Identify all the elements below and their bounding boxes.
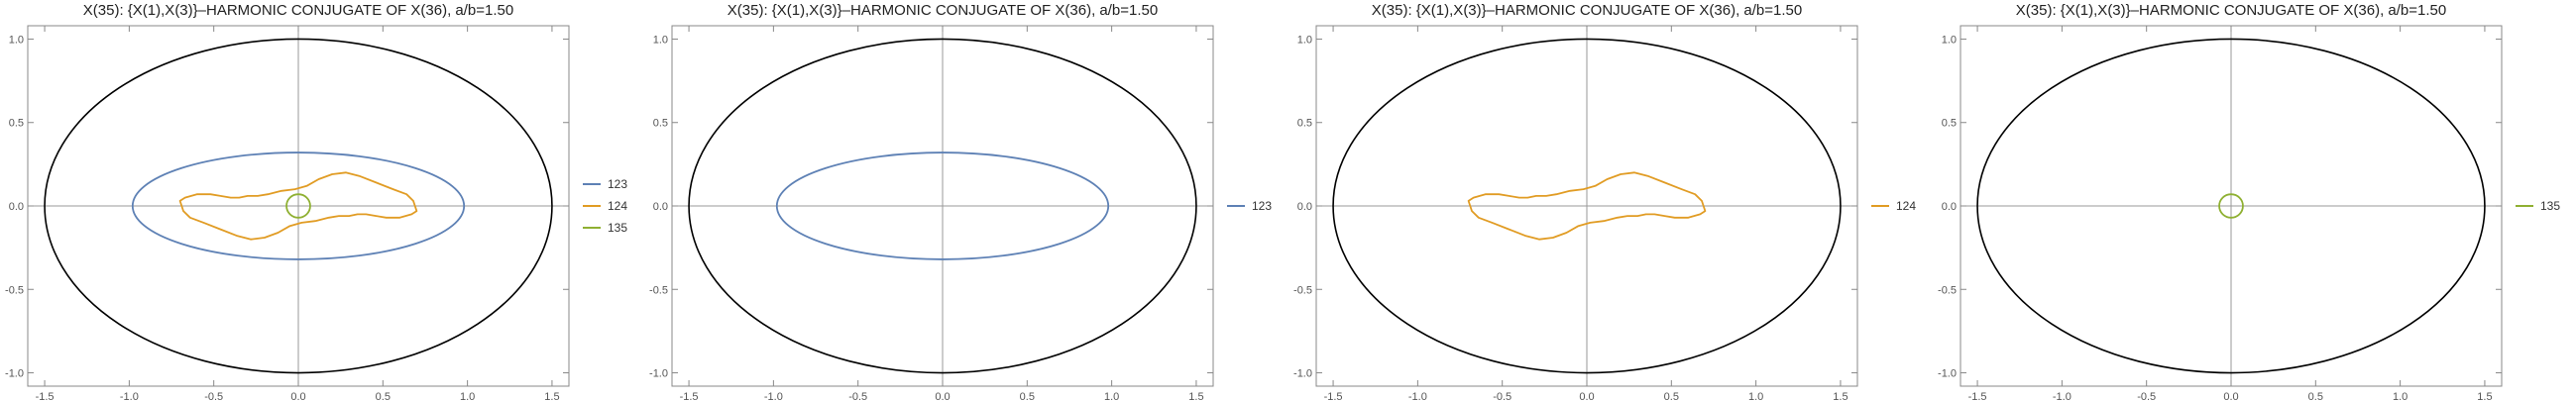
series-123-curve [131, 151, 466, 260]
reference-ellipse [1332, 38, 1842, 374]
legend: 135 [2516, 199, 2560, 213]
x-tick-label: 0.5 [376, 391, 391, 402]
y-tick-label: -0.5 [1938, 284, 1957, 296]
y-tick-label: 1.0 [653, 34, 668, 46]
x-tick-label: 0.0 [1579, 391, 1594, 402]
x-tick-label: -1.0 [1408, 391, 1427, 402]
chart-title: X(35): {X(1),X(3)}–HARMONIC CONJUGATE OF… [728, 2, 1158, 19]
chart-panel-3: X(35): {X(1),X(3)}–HARMONIC CONJUGATE OF… [1293, 2, 1916, 402]
x-tick-label: -0.5 [1493, 391, 1512, 402]
x-tick-label: -1.0 [120, 391, 139, 402]
x-tick-label: -0.5 [204, 391, 223, 402]
chart-panel-2: X(35): {X(1),X(3)}–HARMONIC CONJUGATE OF… [649, 2, 1272, 402]
y-tick-label: 0.0 [9, 201, 24, 213]
series-135-curve [2218, 193, 2244, 219]
chart-panel-1: X(35): {X(1),X(3)}–HARMONIC CONJUGATE OF… [5, 2, 627, 402]
x-tick-label: 1.0 [2393, 391, 2408, 402]
y-tick-label: 1.0 [1297, 34, 1312, 46]
legend: 123 124 135 [583, 177, 627, 235]
x-tick-label: 1.0 [1104, 391, 1119, 402]
reference-ellipse [44, 38, 553, 374]
x-tick-label: -1.5 [680, 391, 699, 402]
x-tick-label: -0.5 [848, 391, 867, 402]
y-tick-label: 0.5 [1297, 118, 1312, 130]
series-124-curve [178, 171, 418, 241]
chart-title: X(35): {X(1),X(3)}–HARMONIC CONJUGATE OF… [1372, 2, 1802, 19]
legend: 123 [1227, 199, 1272, 213]
y-tick-label: 0.5 [653, 118, 668, 130]
y-tick-label: -1.0 [649, 368, 668, 380]
chart-panel-4: X(35): {X(1),X(3)}–HARMONIC CONJUGATE OF… [1938, 2, 2560, 402]
x-tick-label: 1.5 [2477, 391, 2492, 402]
y-tick-label: -1.0 [1938, 368, 1957, 380]
legend-label-135: 135 [2540, 199, 2560, 213]
legend-label-124: 124 [608, 199, 627, 213]
x-tick-label: 0.5 [2308, 391, 2323, 402]
x-tick-label: 0.0 [935, 391, 950, 402]
legend: 124 [1871, 199, 1916, 213]
x-tick-label: -1.5 [1968, 391, 1987, 402]
x-tick-label: 1.5 [544, 391, 559, 402]
x-tick-label: 0.5 [1664, 391, 1679, 402]
y-tick-label: 0.0 [1297, 201, 1312, 213]
x-tick-label: 1.5 [1188, 391, 1203, 402]
y-tick-label: -0.5 [5, 284, 24, 296]
x-tick-label: -1.0 [764, 391, 783, 402]
y-tick-label: 1.0 [1942, 34, 1957, 46]
x-tick-label: 0.5 [1020, 391, 1035, 402]
x-tick-label: 1.0 [460, 391, 475, 402]
chart-title: X(35): {X(1),X(3)}–HARMONIC CONJUGATE OF… [2016, 2, 2446, 19]
legend-label-135: 135 [608, 221, 627, 235]
reference-ellipse [688, 38, 1197, 374]
y-tick-label: 0.0 [1942, 201, 1957, 213]
x-tick-label: -0.5 [2137, 391, 2156, 402]
x-tick-label: 1.5 [1833, 391, 1848, 402]
y-tick-label: 1.0 [9, 34, 24, 46]
x-tick-label: 0.0 [2223, 391, 2238, 402]
x-tick-label: 0.0 [290, 391, 305, 402]
x-tick-label: -1.5 [36, 391, 55, 402]
legend-label-123: 123 [1252, 199, 1272, 213]
x-tick-label: -1.0 [2053, 391, 2072, 402]
series-124-curve [1467, 171, 1707, 241]
reference-ellipse [1976, 38, 2486, 374]
series-123-curve [775, 151, 1110, 260]
series-135-curve [285, 193, 311, 219]
legend-label-123: 123 [608, 177, 627, 191]
y-tick-label: -1.0 [1293, 368, 1312, 380]
y-tick-label: -1.0 [5, 368, 24, 380]
chart-title: X(35): {X(1),X(3)}–HARMONIC CONJUGATE OF… [83, 2, 513, 19]
legend-label-124: 124 [1896, 199, 1916, 213]
y-tick-label: 0.0 [653, 201, 668, 213]
x-tick-label: 1.0 [1748, 391, 1763, 402]
x-tick-label: -1.5 [1324, 391, 1343, 402]
y-tick-label: -0.5 [649, 284, 668, 296]
y-tick-label: -0.5 [1293, 284, 1312, 296]
y-tick-label: 0.5 [9, 118, 24, 130]
y-tick-label: 0.5 [1942, 118, 1957, 130]
